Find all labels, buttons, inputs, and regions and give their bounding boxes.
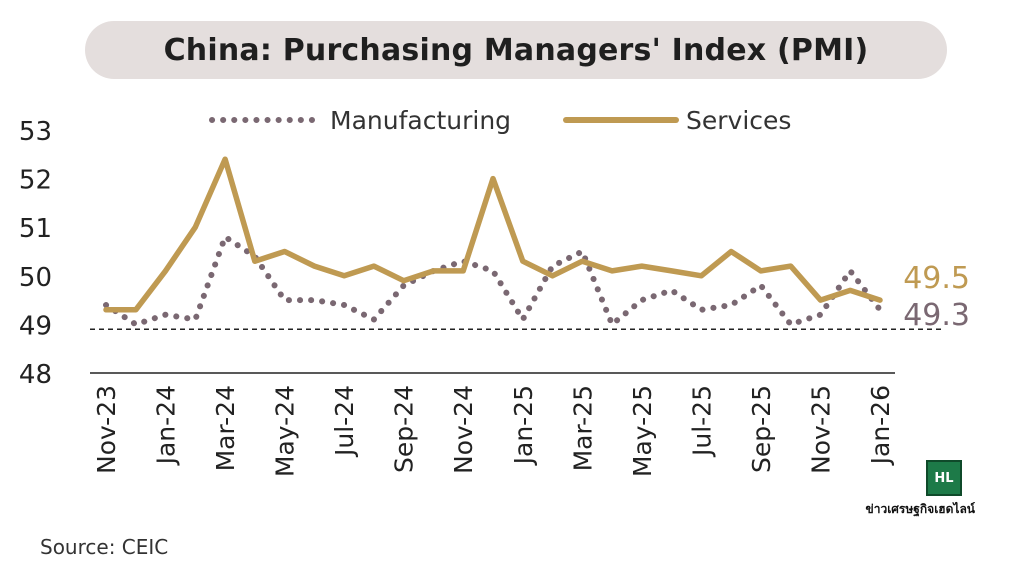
services-series-line [103,156,883,313]
x-tick-label: Jul-24 [330,385,359,458]
x-tick-label: Sep-24 [390,385,419,473]
y-tick-label: 53 [19,117,52,147]
x-tick-label: Jan-24 [152,385,181,466]
logo-wordmark: ข่าวเศรษฐกิจเฮดไลน์ [865,502,975,516]
publisher-logo: HL ข่าวเศรษฐกิจเฮดไลน์ [815,460,975,520]
x-tick-label: Sep-25 [747,385,776,473]
x-tick-label: Nov-25 [806,385,835,474]
hl-logo-icon: HL [926,460,962,496]
x-tick-label: Nov-24 [449,385,478,474]
chart-title: China: Purchasing Managers' Index (PMI) [163,32,869,68]
legend-services-label: Services [686,106,791,135]
source-note: Source: CEIC [40,535,169,559]
x-tick-label: Mar-25 [568,385,597,471]
x-tick-label: Mar-24 [211,385,240,471]
legend-manufacturing-label: Manufacturing [330,106,511,135]
x-tick-label: Nov-23 [92,385,121,474]
services-end-value-label: 49.5 [903,261,970,296]
x-tick-label: May-25 [628,385,657,477]
x-tick-label: Jan-26 [866,385,895,466]
y-tick-label: 50 [19,263,52,293]
title-pill: China: Purchasing Managers' Index (PMI) [85,21,947,79]
y-tick-label: 48 [19,360,52,390]
x-tick-label: May-24 [271,385,300,477]
y-tick-label: 52 [19,166,52,196]
manufacturing-series-line [103,233,883,328]
y-tick-label: 51 [19,214,52,244]
manufacturing-end-value-label: 49.3 [903,298,970,333]
x-tick-label: Jul-25 [687,385,716,458]
x-tick-label: Jan-25 [509,385,538,466]
y-tick-label: 49 [19,311,52,341]
